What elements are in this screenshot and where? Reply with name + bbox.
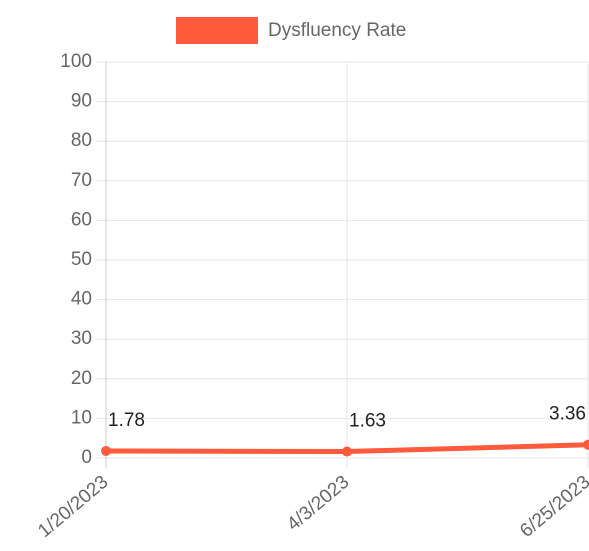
y-tick-label: 50 bbox=[71, 249, 92, 270]
legend-item: Dysfluency Rate bbox=[176, 17, 406, 44]
y-tick-label: 70 bbox=[71, 170, 92, 191]
y-tick-label: 40 bbox=[71, 289, 92, 310]
y-tick-label: 60 bbox=[71, 209, 92, 230]
x-tick-label: 1/20/2023 bbox=[34, 472, 112, 542]
data-label: 3.36 bbox=[549, 404, 586, 425]
y-tick-label: 0 bbox=[81, 447, 92, 468]
x-tick-label: 6/25/2023 bbox=[516, 472, 589, 542]
y-tick-label: 100 bbox=[60, 51, 92, 72]
point bbox=[583, 439, 589, 450]
legend-label: Dysfluency Rate bbox=[268, 20, 406, 41]
x-tick-label: 4/3/2023 bbox=[283, 472, 353, 536]
data-label: 1.63 bbox=[349, 411, 386, 432]
y-tick-label: 10 bbox=[71, 407, 92, 428]
y-tick-label: 20 bbox=[71, 368, 92, 389]
data-label: 1.78 bbox=[108, 410, 145, 431]
y-tick-label: 90 bbox=[71, 91, 92, 112]
y-tick-label: 80 bbox=[71, 130, 92, 151]
y-tick-label: 30 bbox=[71, 328, 92, 349]
point bbox=[342, 446, 352, 457]
point bbox=[101, 445, 111, 456]
legend-swatch bbox=[176, 17, 258, 44]
